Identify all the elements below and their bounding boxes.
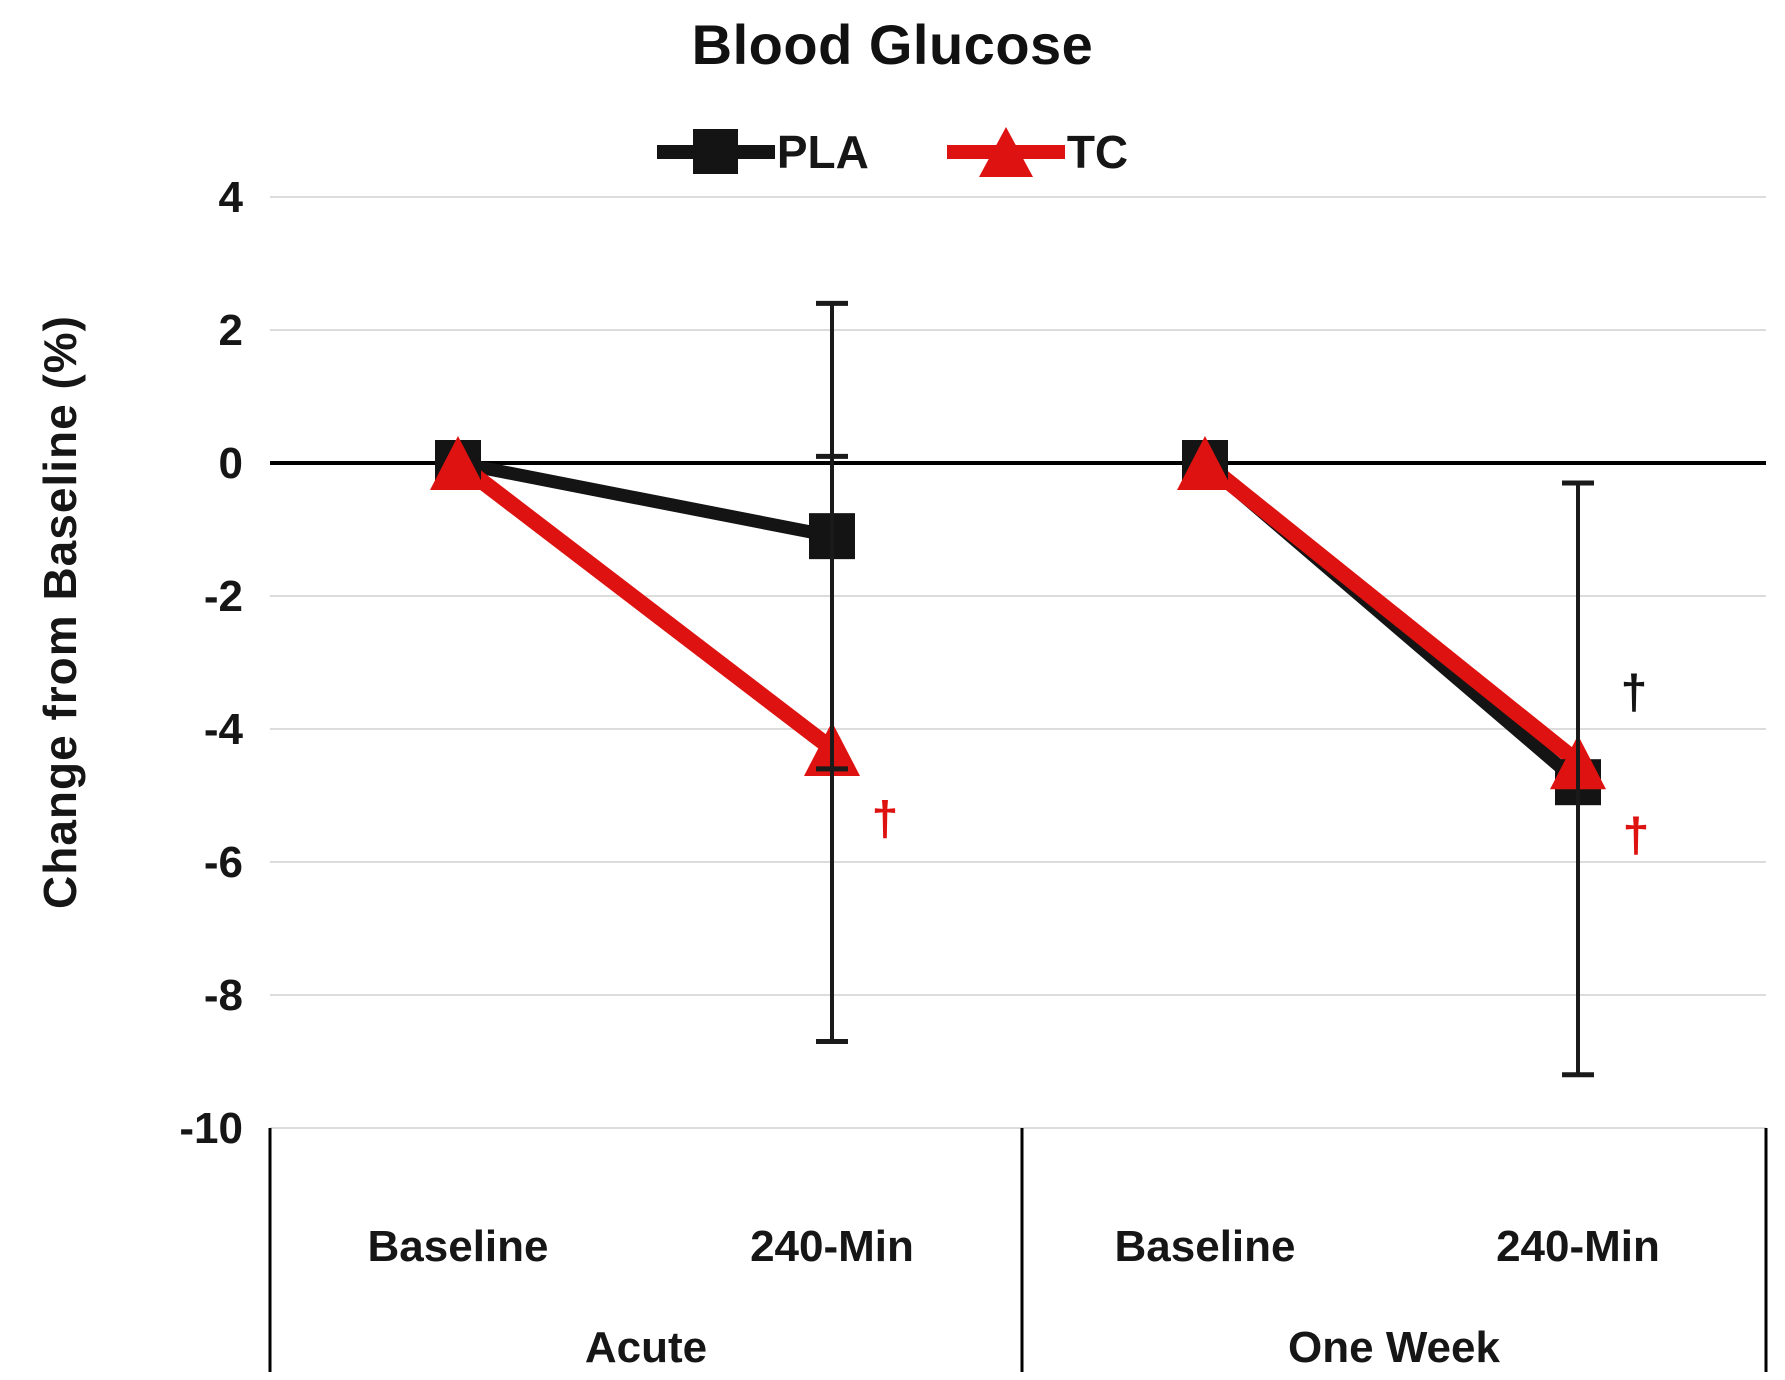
y-tick-label: 0 xyxy=(219,439,243,488)
marker-triangle-tc xyxy=(430,436,486,490)
legend-label-tc: TC xyxy=(1066,126,1129,178)
series-line-tc xyxy=(1199,456,1584,769)
tc-line-triangle-icon xyxy=(946,124,1065,180)
x-category-label: 240-Min xyxy=(750,1222,914,1271)
dagger-annotation: † xyxy=(872,793,899,846)
y-tick-label: 2 xyxy=(219,306,243,355)
legend: PLA TC xyxy=(0,122,1785,182)
chart-title: Blood Glucose xyxy=(691,13,1094,76)
x-category-label: 240-Min xyxy=(1496,1222,1660,1271)
y-tick-label: -6 xyxy=(204,838,243,887)
x-group-label: Acute xyxy=(585,1323,707,1372)
series-line-pla xyxy=(456,456,834,543)
legend-item-tc: TC xyxy=(946,124,1129,180)
x-category-label: Baseline xyxy=(1115,1222,1296,1271)
dagger-annotation: † xyxy=(1623,809,1650,862)
y-tick-label: -10 xyxy=(179,1104,243,1153)
y-tick-label: -4 xyxy=(204,705,244,754)
series-line-tc xyxy=(453,456,837,756)
marker-triangle-tc xyxy=(1177,436,1233,490)
x-category-label: Baseline xyxy=(368,1222,549,1271)
dagger-annotation: † xyxy=(1621,666,1648,719)
y-tick-label: -2 xyxy=(204,572,243,621)
y-tick-label: 4 xyxy=(219,173,244,222)
legend-label-pla: PLA xyxy=(776,126,869,178)
pla-line-square-icon xyxy=(656,124,775,180)
legend-item-pla: PLA xyxy=(656,124,869,180)
x-group-label: One Week xyxy=(1288,1323,1500,1372)
y-tick-label: -8 xyxy=(204,971,243,1020)
